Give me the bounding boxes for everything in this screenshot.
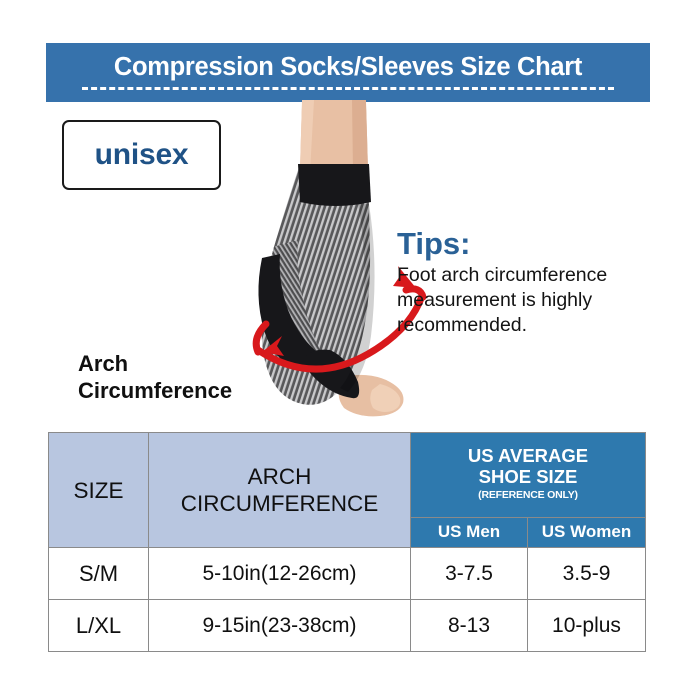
header-size: SIZE bbox=[48, 432, 149, 548]
header-shoe-line-2: SHOE SIZE bbox=[478, 465, 578, 487]
cell-us-men-1: 8-13 bbox=[410, 599, 528, 652]
cell-arch-1: 9-15in(23-38cm) bbox=[148, 599, 411, 652]
arch-caption-line-2: Circumference bbox=[78, 378, 233, 404]
heel-patch bbox=[258, 254, 322, 369]
cell-arch-0: 5-10in(12-26cm) bbox=[148, 547, 411, 600]
product-photo bbox=[240, 100, 440, 430]
title-banner: Compression Socks/Sleeves Size Chart bbox=[46, 43, 650, 102]
unisex-badge-label: unisex bbox=[94, 138, 189, 171]
tips-line-1: Foot arch circumference bbox=[397, 264, 608, 286]
arch-circumference-caption: Arch Circumference bbox=[78, 350, 298, 405]
arch-caption-line-1: Arch bbox=[78, 351, 129, 376]
header-shoe-note: (REFERENCE ONLY) bbox=[478, 488, 578, 501]
unisex-badge: unisex bbox=[62, 120, 221, 190]
tips-line-3: recommended. bbox=[397, 313, 528, 336]
header-arch-line-1: ARCH bbox=[247, 464, 312, 489]
table-header-row-1: SIZE ARCH CIRCUMFERENCE US AVERAGE SHOE … bbox=[48, 432, 646, 548]
table-row: L/XL 9-15in(23-38cm) 8-13 10-plus bbox=[48, 599, 646, 652]
cell-size-0: S/M bbox=[48, 547, 149, 600]
header-arch-line-2: CIRCUMFERENCE bbox=[180, 491, 379, 516]
page-title: Compression Socks/Sleeves Size Chart bbox=[113, 53, 583, 82]
tips-line-2: measurement is highly bbox=[397, 288, 593, 311]
tips-body: Foot arch circumference measurement is h… bbox=[397, 263, 647, 338]
title-dashed-rule bbox=[82, 86, 614, 90]
header-us-women: US Women bbox=[527, 516, 646, 548]
cuff-band bbox=[298, 164, 371, 206]
tips-heading: Tips: bbox=[397, 226, 471, 261]
header-us-men: US Men bbox=[410, 516, 528, 548]
table-row: S/M 5-10in(12-26cm) 3-7.5 3.5-9 bbox=[48, 547, 646, 600]
header-shoe-line-1: US AVERAGE bbox=[467, 445, 589, 467]
arch-arrow-heads bbox=[262, 266, 416, 356]
table-header-row-2: US Men US Women bbox=[49, 516, 646, 548]
cell-us-men-0: 3-7.5 bbox=[410, 547, 528, 600]
cell-size-1: L/XL bbox=[48, 599, 149, 652]
leg-skin bbox=[300, 100, 368, 170]
size-chart-table: SIZE ARCH CIRCUMFERENCE US AVERAGE SHOE … bbox=[48, 432, 646, 652]
header-us-shoe-size: US AVERAGE SHOE SIZE (REFERENCE ONLY) bbox=[410, 432, 646, 518]
cell-us-women-1: 10-plus bbox=[527, 599, 646, 652]
tips-block: Tips: Foot arch circumference measuremen… bbox=[397, 228, 647, 338]
toe-band bbox=[306, 349, 360, 399]
cell-us-women-0: 3.5-9 bbox=[527, 547, 646, 600]
header-arch: ARCH CIRCUMFERENCE bbox=[148, 432, 411, 548]
arch-circumference-arrow bbox=[252, 285, 427, 373]
